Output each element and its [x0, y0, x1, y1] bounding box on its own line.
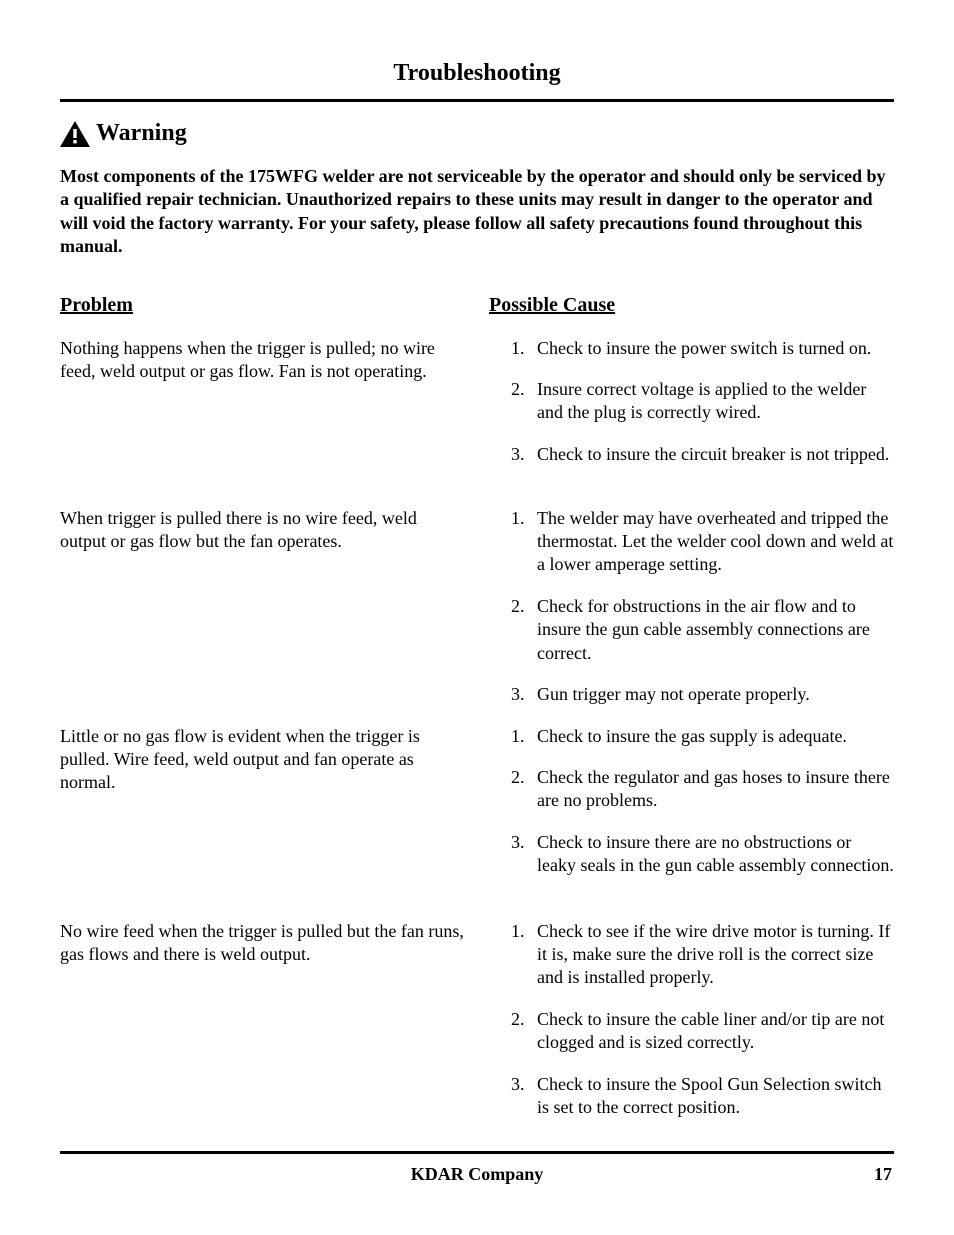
warning-heading: Warning	[60, 120, 894, 147]
page-title: Troubleshooting	[60, 60, 894, 87]
cause-item: Check to insure the cable liner and/or t…	[529, 1008, 894, 1055]
page-body: Troubleshooting Warning Most components …	[0, 0, 954, 1137]
problem-text: When trigger is pulled there is no wire …	[60, 507, 465, 725]
warning-icon	[60, 121, 90, 147]
cause-item: Check the regulator and gas hoses to ins…	[529, 766, 894, 813]
problem-text: No wire feed when the trigger is pulled …	[60, 920, 465, 1100]
cause-header: Possible Cause	[489, 294, 894, 317]
cause-item: Check to insure the circuit breaker is n…	[529, 443, 894, 466]
cause-block: Check to insure the power switch is turn…	[489, 337, 894, 507]
cause-item: The welder may have overheated and tripp…	[529, 507, 894, 577]
problem-column: Problem Nothing happens when the trigger…	[60, 294, 465, 1138]
cause-item: Insure correct voltage is applied to the…	[529, 378, 894, 425]
warning-paragraph: Most components of the 175WFG welder are…	[60, 165, 894, 259]
troubleshooting-columns: Problem Nothing happens when the trigger…	[60, 294, 894, 1138]
cause-block: Check to see if the wire drive motor is …	[489, 920, 894, 1120]
problem-text: Nothing happens when the trigger is pull…	[60, 337, 465, 507]
cause-item: Gun trigger may not operate properly.	[529, 683, 894, 706]
cause-item: Check to insure there are no obstruction…	[529, 831, 894, 878]
problem-text: Little or no gas flow is evident when th…	[60, 725, 465, 920]
cause-item: Check to insure the power switch is turn…	[529, 337, 894, 360]
cause-block: Check to insure the gas supply is adequa…	[489, 725, 894, 920]
page-footer: KDAR Company 17	[60, 1151, 894, 1185]
cause-item: Check to see if the wire drive motor is …	[529, 920, 894, 990]
footer-rule	[60, 1151, 894, 1154]
cause-block: The welder may have overheated and tripp…	[489, 507, 894, 725]
cause-item: Check to insure the gas supply is adequa…	[529, 725, 894, 748]
warning-label: Warning	[96, 120, 187, 147]
cause-column: Possible Cause Check to insure the power…	[489, 294, 894, 1138]
footer-company: KDAR Company	[60, 1164, 894, 1185]
cause-item: Check to insure the Spool Gun Selection …	[529, 1073, 894, 1120]
problem-header: Problem	[60, 294, 465, 317]
cause-item: Check for obstructions in the air flow a…	[529, 595, 894, 665]
title-rule	[60, 99, 894, 102]
